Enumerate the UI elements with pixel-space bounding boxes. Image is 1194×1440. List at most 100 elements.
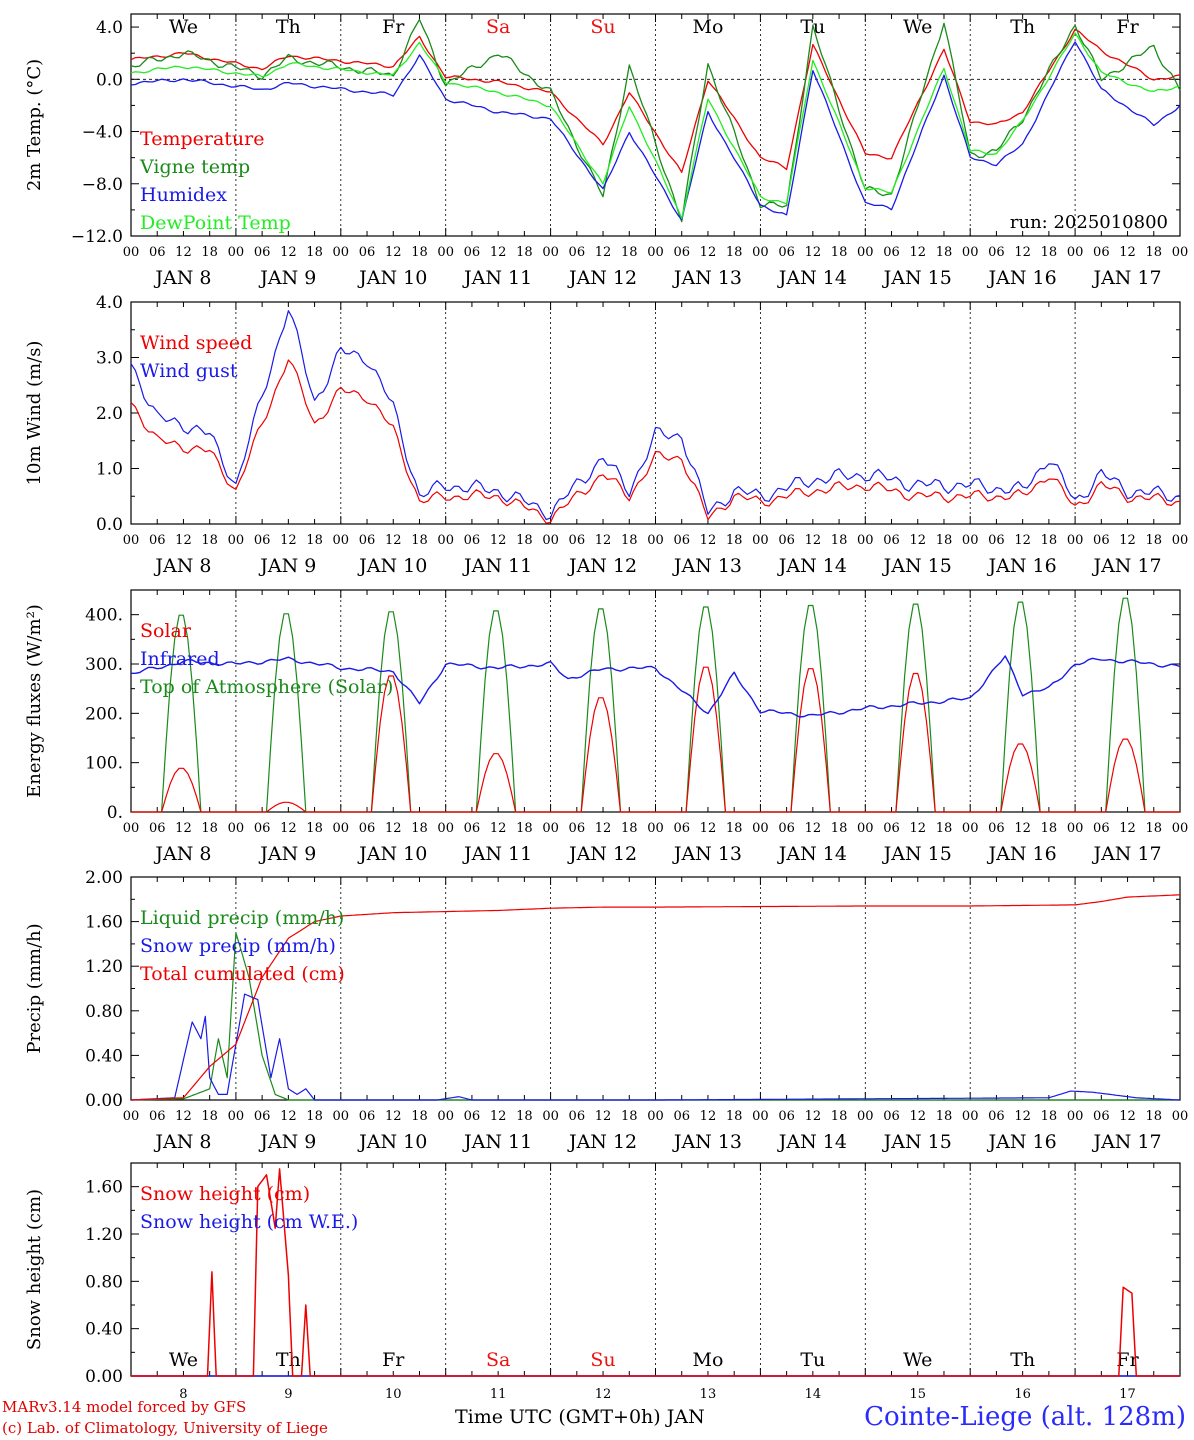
x-date-label: JAN 17 bbox=[1091, 1131, 1161, 1153]
x-hour-label: 18 bbox=[726, 245, 743, 260]
weekday-label: Su bbox=[590, 16, 615, 38]
x-date-number: 12 bbox=[595, 1387, 612, 1402]
x-hour-label: 06 bbox=[254, 533, 271, 548]
x-hour-label: 06 bbox=[254, 1109, 271, 1124]
legend-top-of-atmosphere-solar: Top of Atmosphere (Solar) bbox=[140, 676, 393, 698]
x-hour-label: 00 bbox=[1067, 533, 1084, 548]
x-date-label: JAN 14 bbox=[777, 555, 847, 577]
y-axis-label: Snow height (cm) bbox=[24, 1189, 45, 1350]
x-hour-label: 06 bbox=[988, 245, 1005, 260]
x-hour-label: 00 bbox=[437, 533, 454, 548]
x-hour-label: 18 bbox=[1041, 533, 1058, 548]
weekday-label: Th bbox=[1010, 16, 1035, 38]
x-hour-label: 12 bbox=[700, 821, 717, 836]
x-hour-label: 00 bbox=[542, 821, 559, 836]
legend-liquid-precip-mm-h: Liquid precip (mm/h) bbox=[140, 907, 344, 929]
x-hour-label: 18 bbox=[201, 1109, 218, 1124]
x-hour-label: 00 bbox=[542, 533, 559, 548]
x-hour-label: 00 bbox=[1067, 821, 1084, 836]
x-hour-label: 12 bbox=[595, 1109, 612, 1124]
x-date-label: JAN 8 bbox=[153, 267, 211, 289]
x-hour-label: 00 bbox=[752, 821, 769, 836]
weekday-label: Fr bbox=[1116, 16, 1139, 38]
y-tick-label: 0.0 bbox=[96, 70, 123, 90]
x-hour-label: 12 bbox=[909, 533, 926, 548]
series-dewpoint-temp bbox=[130, 32, 1181, 220]
x-hour-label: 06 bbox=[464, 1109, 481, 1124]
x-hour-label: 06 bbox=[778, 533, 795, 548]
x-hour-label: 18 bbox=[306, 1109, 323, 1124]
x-hour-label: 06 bbox=[883, 533, 900, 548]
x-hour-label: 00 bbox=[647, 1109, 664, 1124]
x-date-label: JAN 10 bbox=[357, 555, 427, 577]
series-total-cumulated-cm bbox=[130, 894, 1181, 1101]
x-hour-label: 00 bbox=[123, 821, 140, 836]
x-hour-label: 12 bbox=[595, 245, 612, 260]
x-hour-label: 18 bbox=[621, 533, 638, 548]
y-tick-label: 1.20 bbox=[85, 957, 123, 977]
x-date-label: JAN 12 bbox=[567, 843, 637, 865]
x-hour-label: 18 bbox=[1146, 1109, 1163, 1124]
x-hour-label: 00 bbox=[857, 821, 874, 836]
x-date-label: JAN 13 bbox=[672, 555, 742, 577]
x-date-label: JAN 13 bbox=[672, 1131, 742, 1153]
x-hour-label: 00 bbox=[962, 1109, 979, 1124]
x-hour-label: 12 bbox=[490, 533, 507, 548]
weekday-label: Th bbox=[1010, 1349, 1035, 1371]
x-hour-label: 18 bbox=[726, 1109, 743, 1124]
legend-wind-speed: Wind speed bbox=[140, 332, 252, 354]
panel-3: 400. 300. 200. 100. 0. Energy fluxes (W/m²) 00… bbox=[24, 589, 1189, 865]
x-hour-label: 06 bbox=[778, 245, 795, 260]
x-hour-label: 00 bbox=[542, 245, 559, 260]
x-hour-label: 12 bbox=[280, 821, 297, 836]
y-tick-label: 0.40 bbox=[85, 1046, 123, 1066]
x-hour-label: 06 bbox=[883, 1109, 900, 1124]
x-hour-label: 12 bbox=[490, 821, 507, 836]
x-date-label: JAN 10 bbox=[357, 1131, 427, 1153]
y-tick-label: 0.80 bbox=[85, 1002, 123, 1022]
x-hour-label: 12 bbox=[280, 1109, 297, 1124]
x-hour-label: 12 bbox=[700, 245, 717, 260]
x-hour-label: 06 bbox=[359, 533, 376, 548]
x-hour-label: 06 bbox=[254, 821, 271, 836]
y-tick-label: 200. bbox=[85, 704, 123, 724]
weekday-label: Mo bbox=[692, 1349, 723, 1371]
x-date-label: JAN 11 bbox=[462, 267, 532, 289]
series-snow-height-cm bbox=[131, 1168, 1180, 1377]
x-hour-label: 06 bbox=[359, 821, 376, 836]
weekday-label: We bbox=[903, 1349, 932, 1371]
x-hour-label: 12 bbox=[385, 821, 402, 836]
x-hour-label: 06 bbox=[149, 1109, 166, 1124]
y-tick-label: 2.00 bbox=[85, 868, 123, 888]
x-hour-label: 18 bbox=[201, 533, 218, 548]
model-credit: MARv3.14 model forced by GFS bbox=[2, 1398, 247, 1416]
legend-solar: Solar bbox=[140, 620, 192, 642]
x-hour-label: 06 bbox=[883, 821, 900, 836]
x-hour-label: 18 bbox=[936, 245, 953, 260]
x-hour-label: 18 bbox=[516, 1109, 533, 1124]
weekday-label: We bbox=[169, 1349, 198, 1371]
weekday-label: Sa bbox=[486, 1349, 510, 1371]
x-hour-label: 18 bbox=[621, 821, 638, 836]
panel-1: 4.0 0.0 −4.0 −8.0 −12.0 2m Temp. (°C) 00 06 12 18… bbox=[24, 13, 1188, 289]
x-date-number: 15 bbox=[909, 1387, 926, 1402]
x-hour-label: 00 bbox=[1172, 533, 1189, 548]
x-hour-label: 06 bbox=[673, 533, 690, 548]
x-hour-label: 18 bbox=[201, 821, 218, 836]
x-hour-label: 00 bbox=[333, 245, 350, 260]
legend-snow-height-cm: Snow height (cm) bbox=[140, 1183, 310, 1205]
x-hour-label: 00 bbox=[333, 533, 350, 548]
x-hour-label: 18 bbox=[516, 533, 533, 548]
series-infrared bbox=[131, 655, 1181, 718]
x-hour-label: 06 bbox=[1093, 533, 1110, 548]
x-hour-label: 18 bbox=[1041, 1109, 1058, 1124]
x-hour-label: 12 bbox=[175, 1109, 192, 1124]
x-hour-label: 06 bbox=[988, 1109, 1005, 1124]
x-hour-label: 00 bbox=[1172, 821, 1189, 836]
y-tick-label: 1.20 bbox=[85, 1225, 123, 1245]
x-date-label: JAN 16 bbox=[987, 555, 1057, 577]
x-hour-label: 18 bbox=[1146, 533, 1163, 548]
series-vigne-temp bbox=[130, 18, 1181, 223]
x-hour-label: 00 bbox=[228, 821, 245, 836]
